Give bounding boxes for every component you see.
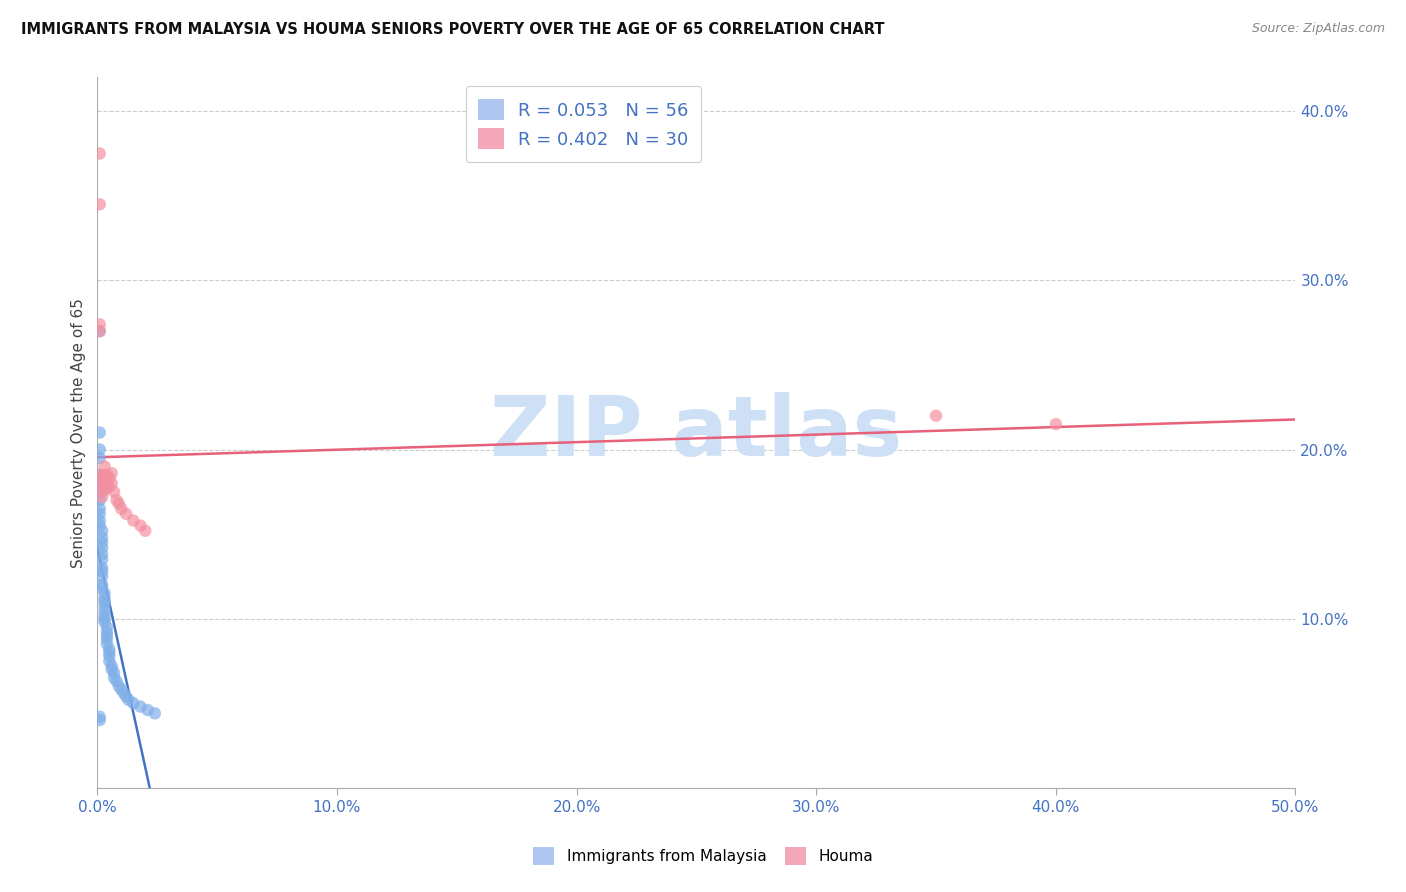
Point [89, 324, 111, 338]
Point [89, 518, 111, 533]
Point [89, 713, 111, 727]
Point [103, 671, 125, 685]
Point [89, 484, 111, 499]
Point [96, 476, 118, 491]
Point [93, 595, 115, 609]
Point [98, 480, 121, 494]
Point [89, 450, 111, 465]
Point [100, 476, 122, 491]
Point [112, 686, 135, 700]
Point [89, 501, 111, 516]
Point [96, 482, 118, 496]
Point [91, 471, 114, 485]
Point [91, 541, 114, 555]
Point [89, 467, 111, 482]
Point [96, 628, 118, 642]
Point [100, 662, 122, 676]
Point [93, 586, 115, 600]
Y-axis label: Seniors Poverty Over the Age of 65: Seniors Poverty Over the Age of 65 [72, 298, 86, 567]
Point [93, 459, 115, 474]
Text: Source: ZipAtlas.com: Source: ZipAtlas.com [1251, 22, 1385, 36]
Point [91, 524, 114, 538]
Point [122, 696, 145, 710]
Point [91, 531, 114, 545]
Point [89, 425, 111, 440]
Point [96, 637, 118, 651]
Point [136, 703, 159, 717]
Point [115, 690, 138, 704]
Point [925, 409, 948, 423]
Point [96, 632, 118, 646]
Point [100, 659, 122, 673]
Point [91, 552, 114, 566]
Point [89, 476, 111, 491]
Point [115, 507, 138, 521]
Legend: R = 0.053   N = 56, R = 0.402   N = 30: R = 0.053 N = 56, R = 0.402 N = 30 [465, 87, 702, 161]
Point [93, 612, 115, 626]
Point [89, 146, 111, 161]
Point [93, 608, 115, 623]
Point [134, 524, 156, 538]
Point [96, 625, 118, 640]
Point [91, 581, 114, 595]
Point [98, 654, 121, 668]
Text: IMMIGRANTS FROM MALAYSIA VS HOUMA SENIORS POVERTY OVER THE AGE OF 65 CORRELATION: IMMIGRANTS FROM MALAYSIA VS HOUMA SENIOR… [21, 22, 884, 37]
Point [93, 591, 115, 606]
Point [89, 467, 111, 482]
Point [93, 473, 115, 487]
Point [91, 484, 114, 499]
Point [89, 507, 111, 521]
Point [96, 467, 118, 482]
Point [98, 645, 121, 659]
Point [89, 197, 111, 211]
Point [105, 674, 128, 689]
Point [98, 471, 121, 485]
Point [89, 442, 111, 457]
Text: ZIP atlas: ZIP atlas [491, 392, 903, 473]
Point [93, 603, 115, 617]
Point [91, 569, 114, 583]
Point [91, 535, 114, 549]
Point [89, 493, 111, 508]
Point [93, 467, 115, 482]
Point [91, 561, 114, 575]
Point [108, 497, 131, 511]
Point [93, 480, 115, 494]
Point [96, 620, 118, 634]
Point [89, 318, 111, 332]
Point [91, 564, 114, 578]
Point [122, 514, 145, 528]
Legend: Immigrants from Malaysia, Houma: Immigrants from Malaysia, Houma [527, 841, 879, 871]
Point [93, 598, 115, 612]
Point [91, 490, 114, 504]
Point [91, 578, 114, 592]
Point [98, 642, 121, 657]
Point [117, 693, 139, 707]
Point [89, 324, 111, 338]
Point [98, 648, 121, 663]
Point [103, 484, 125, 499]
Point [93, 615, 115, 629]
Point [89, 514, 111, 528]
Point [100, 466, 122, 480]
Point [1045, 417, 1067, 431]
Point [91, 476, 114, 491]
Point [129, 699, 152, 714]
Point [91, 547, 114, 561]
Point [143, 706, 166, 721]
Point [110, 501, 132, 516]
Point [105, 493, 128, 508]
Point [89, 710, 111, 724]
Point [103, 665, 125, 680]
Point [129, 518, 152, 533]
Point [110, 682, 132, 697]
Point [108, 679, 131, 693]
